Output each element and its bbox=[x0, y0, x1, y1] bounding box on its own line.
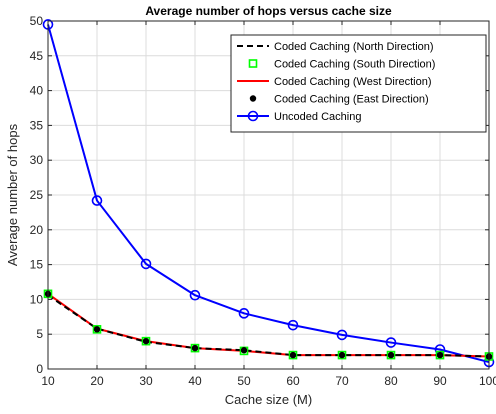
y-axis-label: Average number of hops bbox=[5, 123, 20, 266]
data-point bbox=[387, 351, 395, 359]
y-tick-label: 45 bbox=[30, 49, 44, 63]
x-tick-label: 50 bbox=[237, 374, 251, 388]
data-point bbox=[436, 351, 444, 359]
x-tick-label: 10 bbox=[41, 374, 55, 388]
x-tick-label: 80 bbox=[384, 374, 398, 388]
data-point bbox=[336, 329, 348, 341]
legend-label: Coded Caching (South Direction) bbox=[274, 59, 435, 71]
data-point bbox=[289, 351, 297, 359]
legend-swatch-marker bbox=[249, 95, 257, 102]
x-tick-label: 100 bbox=[479, 374, 496, 388]
data-point bbox=[91, 195, 103, 206]
x-tick-label: 70 bbox=[335, 374, 349, 388]
y-tick-label: 20 bbox=[30, 223, 44, 237]
series-line bbox=[47, 294, 490, 358]
data-point bbox=[140, 258, 152, 270]
y-tick-label: 35 bbox=[30, 118, 44, 132]
data-point bbox=[189, 289, 201, 301]
legend-label: Coded Caching (West Direction) bbox=[274, 76, 432, 88]
data-point bbox=[287, 319, 299, 331]
y-tick-label: 10 bbox=[30, 292, 44, 306]
x-tick-label: 90 bbox=[433, 374, 447, 388]
x-tick-label: 30 bbox=[139, 374, 153, 388]
axis-ticks: 10 20 30 40 50 60 70 80 90 100 0 5 10 15 20 25 30 35 40 45 5… bbox=[30, 14, 496, 388]
legend-box bbox=[230, 34, 487, 133]
legend: Coded Caching (North Direction) Coded Cac… bbox=[230, 34, 487, 133]
data-point bbox=[142, 337, 150, 345]
x-axis-label: Cache size (M) bbox=[225, 392, 312, 407]
legend-swatch-marker bbox=[248, 59, 258, 68]
legend-entry: Coded Caching (East Direction) bbox=[249, 94, 429, 106]
y-tick-label: 40 bbox=[30, 84, 44, 98]
legend-label: Uncoded Caching bbox=[274, 111, 361, 123]
legend-entry: Coded Caching (North Direction) bbox=[237, 41, 434, 53]
legend-label: Coded Caching (North Direction) bbox=[274, 41, 434, 53]
data-point bbox=[338, 351, 346, 359]
chart-title: Average number of hops versus cache size bbox=[145, 4, 392, 18]
series-0 bbox=[47, 294, 490, 358]
data-point bbox=[385, 337, 397, 348]
data-point bbox=[337, 350, 347, 360]
x-tick-label: 60 bbox=[286, 374, 300, 388]
x-tick-label: 20 bbox=[90, 374, 104, 388]
y-tick-label: 25 bbox=[30, 188, 44, 202]
y-tick-label: 5 bbox=[36, 327, 43, 341]
series-line bbox=[47, 24, 490, 364]
data-point bbox=[435, 350, 445, 360]
series-4 bbox=[42, 19, 495, 368]
legend-entry: Uncoded Caching bbox=[237, 110, 361, 123]
data-point bbox=[141, 336, 151, 346]
data-point bbox=[92, 325, 102, 334]
y-tick-label: 50 bbox=[30, 14, 44, 28]
y-tick-label: 30 bbox=[30, 153, 44, 167]
legend-entry: Coded Caching (West Direction) bbox=[237, 76, 432, 88]
legend-label: Coded Caching (East Direction) bbox=[274, 94, 429, 106]
legend-swatch-marker bbox=[247, 110, 259, 122]
series-group bbox=[42, 19, 495, 368]
y-tick-label: 15 bbox=[30, 258, 44, 272]
data-point bbox=[190, 343, 200, 353]
data-point bbox=[240, 347, 248, 354]
x-tick-label: 40 bbox=[188, 374, 202, 388]
data-point bbox=[288, 350, 298, 360]
data-point bbox=[386, 350, 396, 360]
data-point bbox=[238, 308, 250, 319]
legend-entry: Coded Caching (South Direction) bbox=[248, 59, 435, 71]
data-point bbox=[191, 344, 199, 352]
y-tick-label: 0 bbox=[36, 362, 43, 376]
data-point bbox=[93, 326, 101, 333]
